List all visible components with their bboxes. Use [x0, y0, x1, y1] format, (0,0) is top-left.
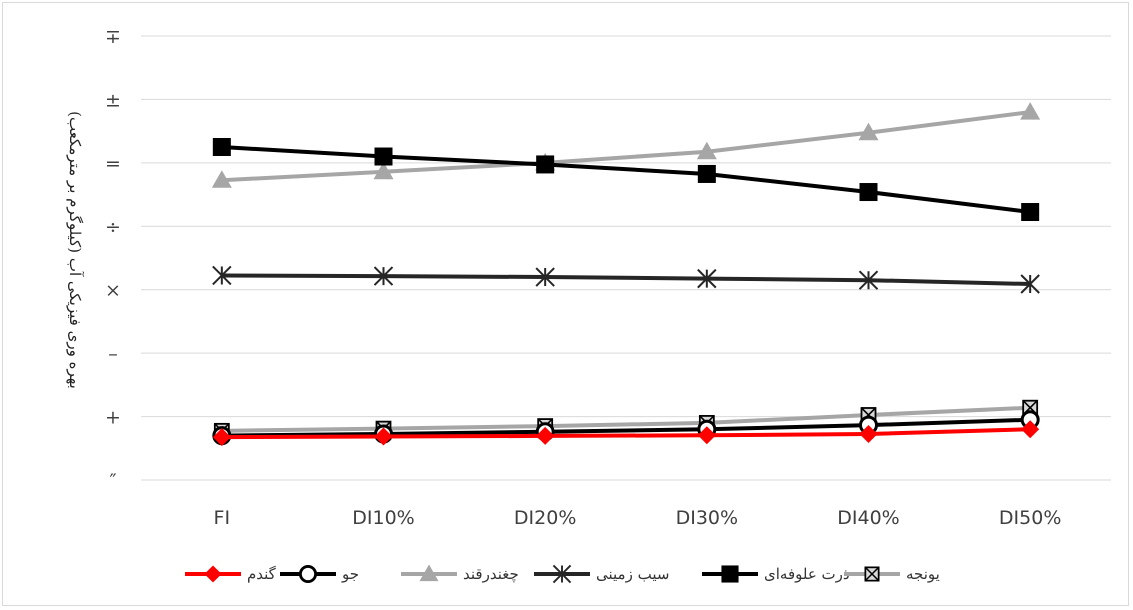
- legend-entry: ذرت علوفه‌ای: [702, 565, 850, 583]
- data-point: [536, 426, 555, 445]
- series-line: [221, 417, 1031, 438]
- series-line: [221, 145, 1031, 214]
- y-tick-label: ″: [109, 470, 116, 492]
- x-axis-ticks: FI DI10% DI20% DI30% DI40% DI50%: [214, 507, 1062, 529]
- y-tick-label: –: [108, 343, 118, 365]
- legend-label: گندم: [247, 565, 277, 583]
- legend-marker: [298, 564, 318, 584]
- x-tick-label: DI20%: [514, 507, 576, 529]
- data-point: [1021, 420, 1040, 439]
- grid-lines: [141, 35, 1111, 481]
- data-point: [212, 265, 232, 286]
- series-4: [212, 138, 1040, 222]
- series-0: [212, 420, 1040, 447]
- legend-label: یونجه: [906, 565, 940, 583]
- x-tick-label: DI10%: [352, 507, 414, 529]
- data-point: [859, 425, 878, 444]
- data-point: [1020, 102, 1041, 120]
- y-tick-label: ±: [105, 89, 121, 111]
- legend-entry: گندم: [185, 565, 277, 583]
- x-tick-label: DI50%: [999, 507, 1061, 529]
- y-tick-label: ÷: [105, 216, 121, 238]
- legend: گندم جو چغندرقند سیب زمینی ذرت علوفه‌ای یونجه: [185, 564, 940, 584]
- data-series: [211, 102, 1041, 447]
- data-point: [374, 147, 393, 166]
- data-point: [858, 122, 879, 141]
- data-point: [697, 426, 716, 445]
- legend-entry: جو: [280, 564, 359, 584]
- y-tick-label: =: [105, 153, 121, 175]
- data-point: [535, 267, 555, 287]
- data-point: [373, 266, 394, 286]
- data-point: [373, 161, 394, 180]
- legend-entry: یونجه: [844, 565, 940, 583]
- series-3: [212, 265, 1040, 294]
- y-axis-title: بهره وری فیزیکی آب (کیلوگرم بر مترمکعب): [66, 111, 84, 389]
- series-2: [211, 102, 1041, 188]
- data-point: [374, 427, 393, 446]
- legend-label: سیب زمینی: [596, 565, 669, 583]
- series-line: [221, 110, 1031, 183]
- series-line: [221, 273, 1031, 287]
- legend-label: چغندرقند: [463, 565, 519, 583]
- series-line: [221, 405, 1031, 433]
- y-tick-label: ×: [105, 280, 121, 302]
- y-tick-label: +: [105, 407, 121, 429]
- legend-marker: [552, 564, 572, 584]
- y-axis-ticks: ″ + – × ÷ = ± ∓: [105, 26, 121, 492]
- legend-marker: [721, 565, 739, 583]
- data-point: [536, 155, 555, 174]
- legend-label: ذرت علوفه‌ای: [764, 565, 850, 583]
- data-point: [858, 270, 879, 290]
- data-point: [1020, 274, 1040, 294]
- legend-marker: [419, 564, 439, 582]
- data-point: [212, 138, 231, 156]
- legend-marker: [864, 566, 880, 582]
- data-point: [859, 183, 878, 202]
- x-tick-label: DI30%: [676, 507, 738, 529]
- data-point: [696, 141, 717, 160]
- data-point: [1021, 203, 1040, 222]
- data-point: [697, 164, 716, 183]
- data-point: [212, 428, 231, 447]
- legend-marker: [204, 565, 222, 583]
- y-tick-label: ∓: [105, 26, 121, 48]
- legend-entry: چغندرقند: [401, 564, 519, 583]
- legend-label: جو: [341, 565, 359, 583]
- x-tick-label: DI40%: [837, 507, 899, 529]
- data-point: [211, 170, 232, 188]
- series-line: [221, 427, 1031, 440]
- data-point: [697, 268, 717, 289]
- x-tick-label: FI: [214, 507, 231, 529]
- legend-entry: سیب زمینی: [534, 564, 669, 584]
